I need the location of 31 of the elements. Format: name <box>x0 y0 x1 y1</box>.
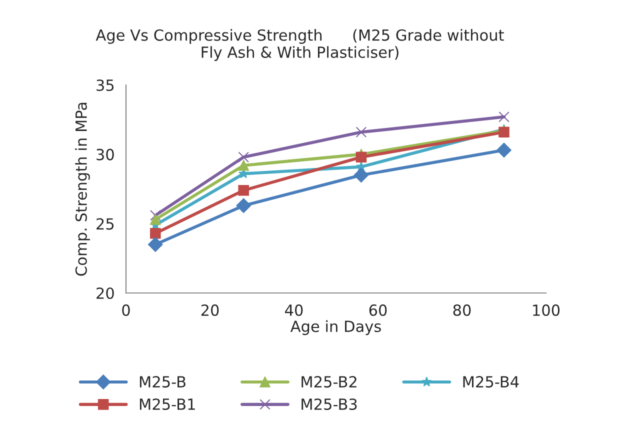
point <box>356 152 367 162</box>
x-tick-label: 100 <box>533 304 560 316</box>
y-tick-label: 25 <box>96 218 114 230</box>
chart-title: Age Vs Compressive Strength (M25 Grade without Fly Ash & With Plasticiser) <box>96 29 504 61</box>
x-tick-label: 40 <box>285 304 303 316</box>
legend-label: M25-B4 <box>463 376 519 388</box>
legend-label: M25-B <box>140 376 186 388</box>
point <box>238 152 249 162</box>
point <box>150 214 161 225</box>
point <box>238 160 249 171</box>
point <box>148 237 163 252</box>
legend-label: M25-B2 <box>302 376 356 388</box>
point <box>498 112 510 122</box>
y-tick-label: 35 <box>96 79 114 92</box>
x-tick-label: 20 <box>201 304 219 316</box>
point <box>236 198 251 214</box>
x-tick-label: 80 <box>453 304 471 316</box>
point <box>238 185 249 196</box>
legend-label: M25-B1 <box>140 398 195 410</box>
x-tick-label: 60 <box>369 304 387 316</box>
x-tick-label: 0 <box>122 304 130 316</box>
y-axis-title: Comp. Strength in MPa <box>75 102 90 276</box>
point <box>354 168 369 183</box>
point <box>496 142 512 158</box>
point <box>356 126 367 138</box>
legend-label: M25-B3 <box>302 398 357 410</box>
point <box>150 210 161 221</box>
point <box>150 228 161 239</box>
y-tick-label: 30 <box>96 148 114 160</box>
y-tick-label: 20 <box>96 287 114 300</box>
x-axis-title: Age in Days <box>290 320 381 336</box>
